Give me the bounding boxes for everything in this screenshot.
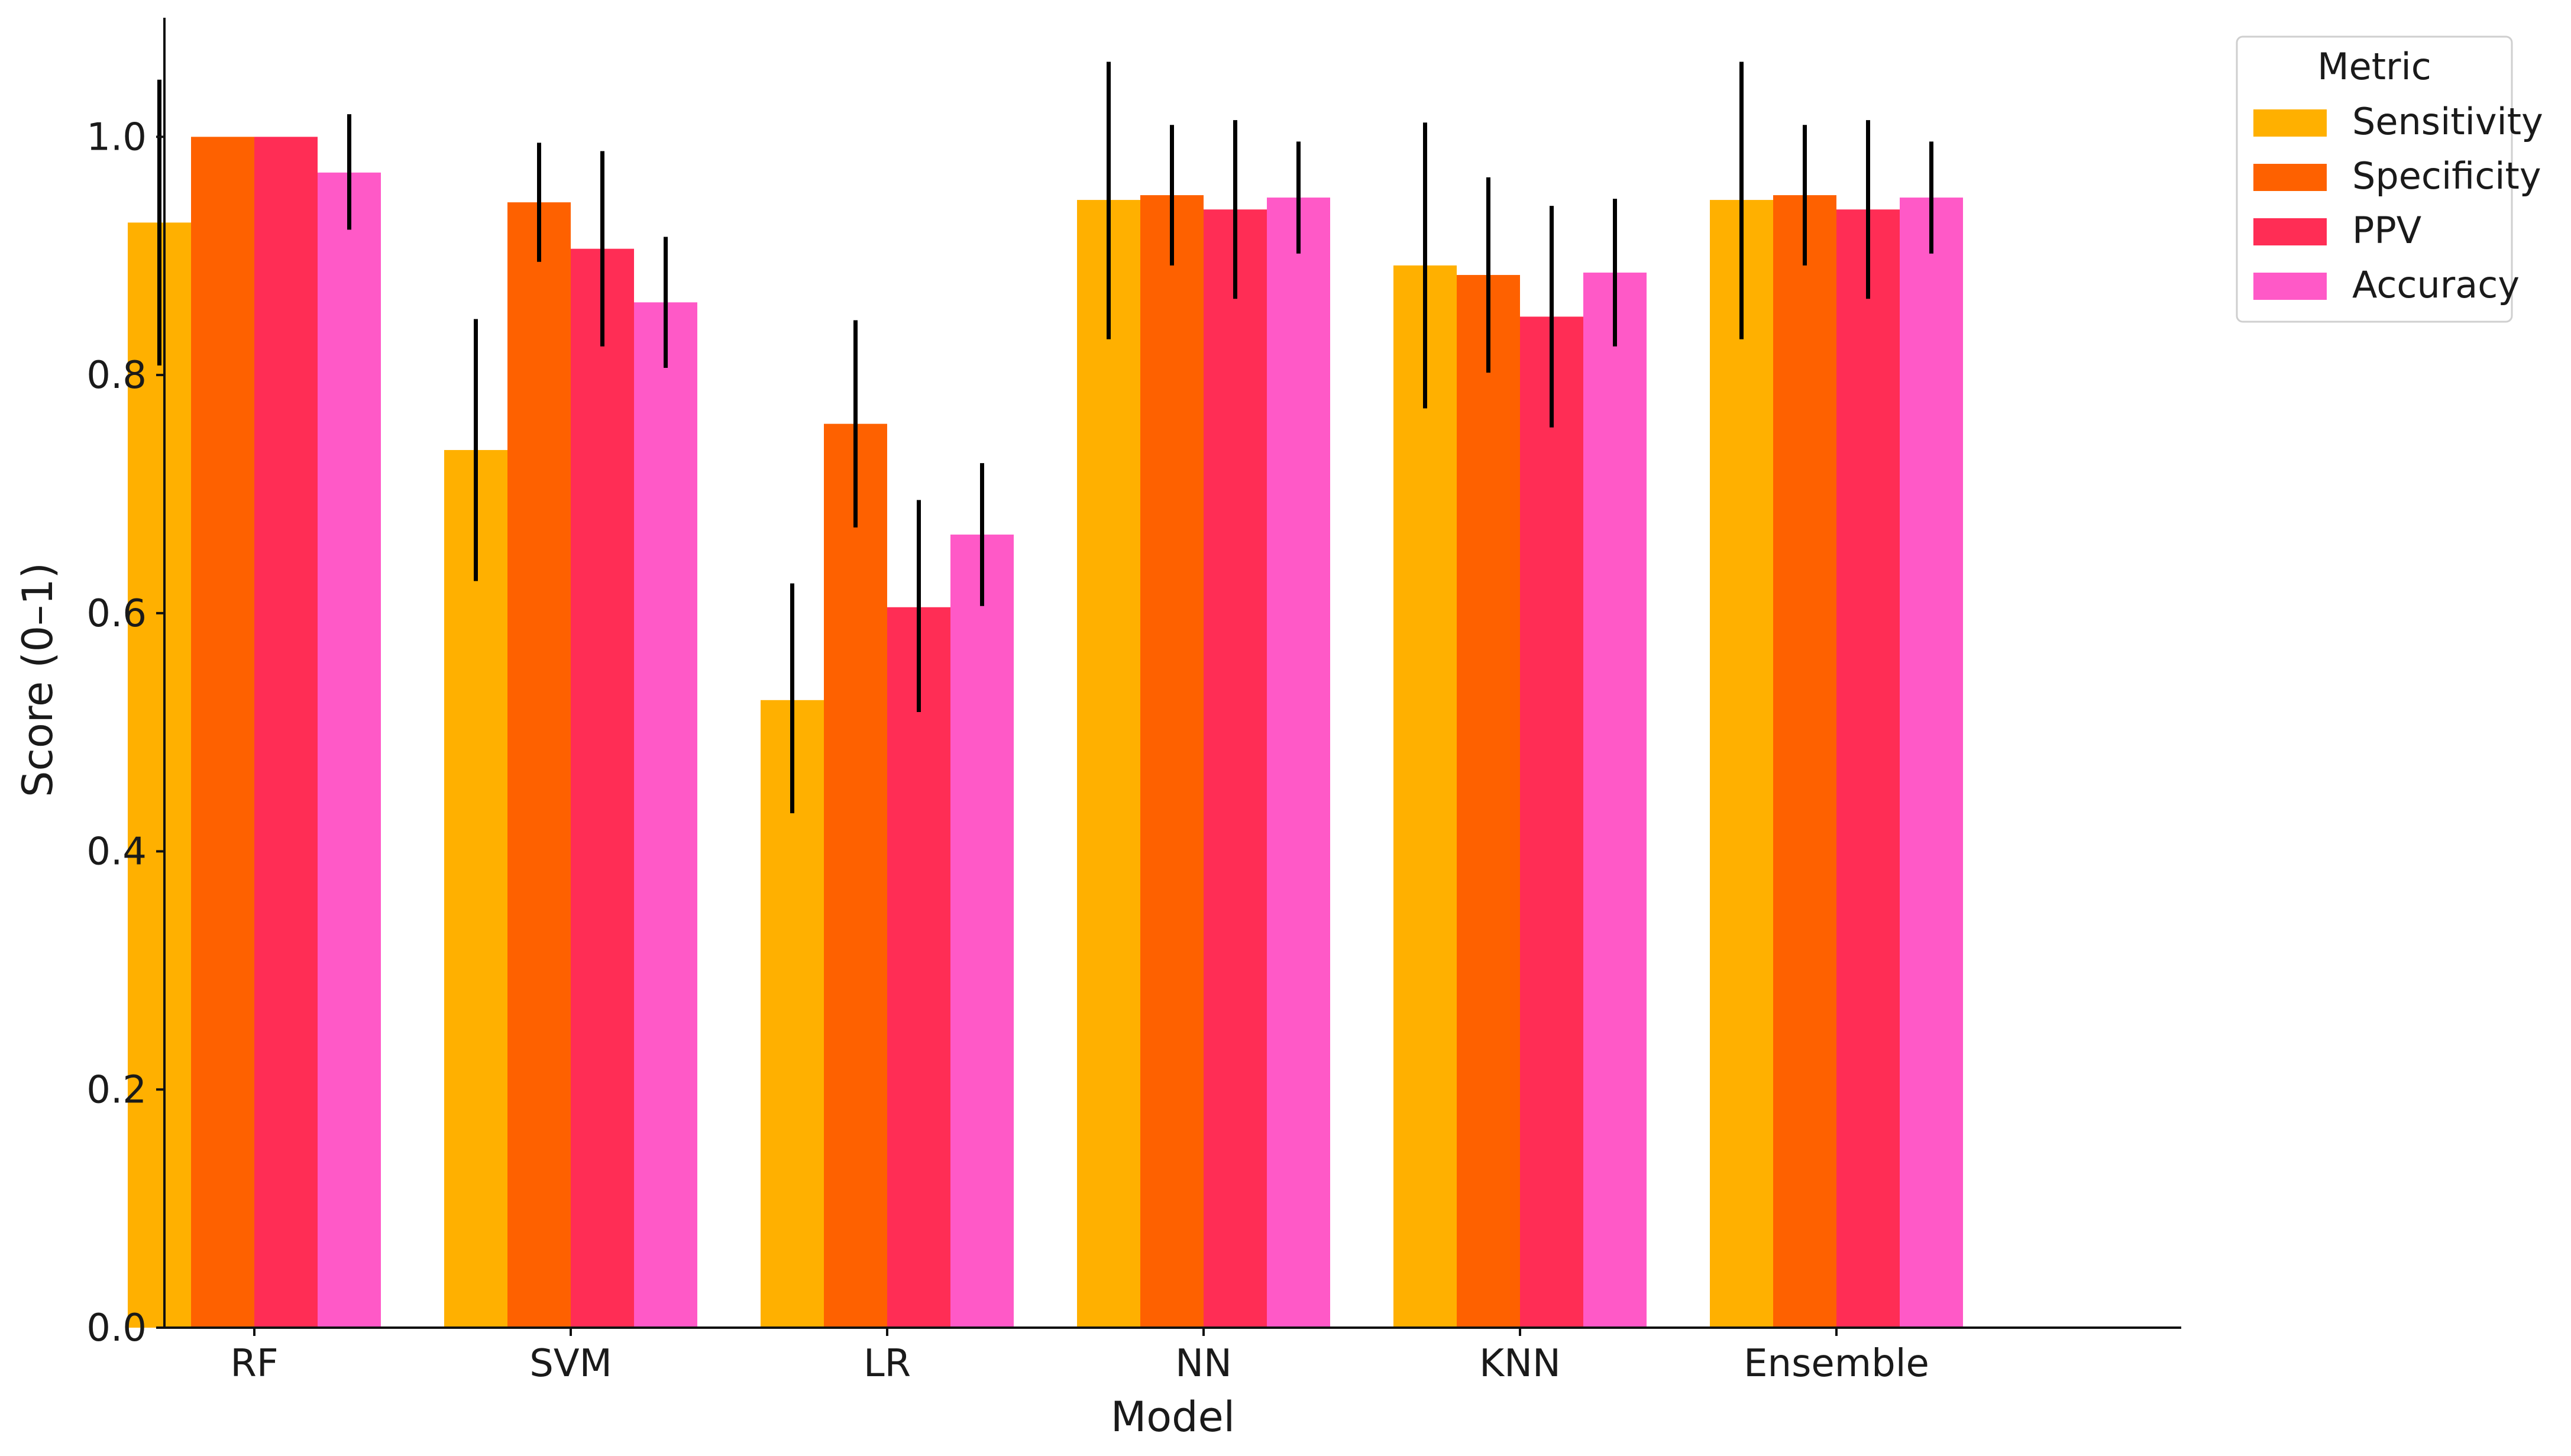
legend-label-ppv: PPV (2352, 209, 2421, 252)
bar-svm-sensitivity (444, 449, 507, 1328)
legend-items: Sensitivity Specificity PPV Accuracy (2253, 100, 2543, 306)
legend-frame (2236, 35, 2513, 323)
bar-nn-sensitivity (1077, 200, 1140, 1328)
x-axis-title: Model (1111, 1393, 1235, 1441)
bar-ensemble-sensitivity (1710, 200, 1773, 1328)
bar-knn-sensitivity (1393, 265, 1457, 1328)
bar-knn-specificity (1457, 274, 1520, 1328)
legend-swatch-sensitivity (2253, 109, 2327, 137)
y-tick-label: 1.0 (86, 115, 147, 159)
bar-knn-accuracy (1583, 272, 1647, 1328)
bar-svm-ppv (571, 248, 634, 1328)
legend-label-specificity: Specificity (2352, 154, 2541, 198)
y-tick-label: 0.8 (86, 354, 147, 397)
bar-ensemble-ppv (1836, 209, 1900, 1328)
y-tick-label: 0.0 (86, 1306, 147, 1350)
legend-label-sensitivity: Sensitivity (2352, 100, 2543, 143)
x-tick-label-ensemble: Ensemble (1744, 1342, 1929, 1386)
bar-nn-accuracy (1267, 198, 1330, 1328)
legend-title: Metric (2317, 45, 2431, 88)
bar-rf-specificity (191, 137, 254, 1328)
x-tick-label-svm: SVM (529, 1342, 612, 1386)
bar-rf-sensitivity (128, 222, 191, 1328)
x-tick-label-knn: KNN (1479, 1342, 1561, 1386)
y-tick-label: 0.6 (86, 592, 147, 636)
bar-rf-ppv (254, 137, 318, 1328)
bars-layer (128, 137, 1963, 1328)
y-tick-label: 0.4 (86, 830, 147, 874)
y-axis-title: Score (0–1) (14, 562, 62, 797)
legend-swatch-specificity (2253, 164, 2327, 191)
ticks-layer: 0.0 0.2 0.4 0.6 0.8 1.0 RF SVM LR NN KNN Ensemble (86, 115, 1929, 1386)
bar-lr-specificity (824, 423, 887, 1328)
bar-svm-accuracy (634, 302, 697, 1328)
x-tick-label-rf: RF (230, 1342, 278, 1386)
bar-nn-ppv (1204, 209, 1267, 1328)
legend: Metric Sensitivity Specificity PPV Accuracy (2236, 35, 2543, 323)
bar-knn-ppv (1520, 316, 1583, 1328)
legend-swatch-accuracy (2253, 273, 2327, 300)
legend-label-accuracy: Accuracy (2352, 263, 2520, 306)
x-tick-label-lr: LR (864, 1342, 911, 1386)
bar-lr-ppv (887, 607, 950, 1328)
y-tick-label: 0.2 (86, 1068, 147, 1112)
bar-rf-accuracy (318, 172, 381, 1328)
bar-ensemble-specificity (1773, 195, 1836, 1328)
bar-ensemble-accuracy (1900, 198, 1963, 1328)
bar-lr-accuracy (950, 534, 1014, 1328)
legend-swatch-ppv (2253, 218, 2327, 245)
bar-nn-specificity (1140, 195, 1204, 1328)
x-tick-label-nn: NN (1175, 1342, 1232, 1386)
error-bars-layer (157, 62, 1933, 814)
axes-layer (163, 18, 2181, 1329)
bar-svm-specificity (507, 202, 571, 1328)
